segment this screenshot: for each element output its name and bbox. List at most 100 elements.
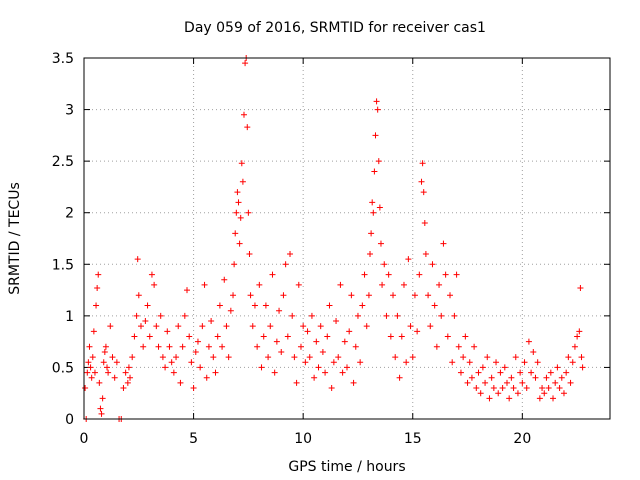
- data-point: [530, 348, 537, 355]
- data-point: [363, 323, 370, 330]
- data-point: [477, 390, 484, 397]
- data-point: [394, 312, 401, 319]
- x-tick-label: 15: [404, 431, 422, 447]
- data-point: [233, 209, 240, 216]
- data-point: [508, 374, 515, 381]
- axis-ticks: 0 0.5 1 1.5 2 2.5 3 3.5 0 5 10 15 20: [52, 51, 610, 447]
- data-point: [352, 343, 359, 350]
- data-point: [164, 328, 171, 335]
- x-tick-label: 20: [513, 431, 531, 447]
- data-point: [361, 271, 368, 278]
- data-point: [235, 199, 242, 206]
- data-point: [429, 261, 436, 268]
- data-point: [523, 385, 530, 392]
- data-point: [269, 271, 276, 278]
- data-point: [284, 333, 291, 340]
- data-point: [357, 359, 364, 366]
- data-point: [188, 359, 195, 366]
- data-point: [376, 204, 383, 211]
- data-point: [247, 292, 254, 299]
- data-point: [107, 323, 114, 330]
- data-point: [205, 343, 212, 350]
- data-point: [278, 348, 285, 355]
- data-point: [170, 369, 177, 376]
- data-point: [346, 328, 353, 335]
- data-point: [392, 354, 399, 361]
- data-point: [113, 359, 120, 366]
- data-point: [111, 374, 118, 381]
- data-point: [131, 333, 138, 340]
- data-point: [236, 240, 243, 247]
- chart-title: Day 059 of 2016, SRMTID for receiver cas…: [184, 20, 486, 36]
- data-point: [122, 369, 129, 376]
- data-point: [322, 369, 329, 376]
- data-point: [282, 261, 289, 268]
- data-point: [451, 312, 458, 319]
- data-point: [330, 359, 337, 366]
- data-point: [140, 343, 147, 350]
- data-point: [578, 354, 585, 361]
- data-point: [82, 385, 89, 392]
- data-point: [265, 354, 272, 361]
- data-point: [90, 328, 97, 335]
- data-point: [473, 385, 480, 392]
- data-point: [390, 292, 397, 299]
- data-point: [135, 292, 142, 299]
- x-tick-label: 10: [294, 431, 312, 447]
- data-point: [84, 369, 91, 376]
- data-point: [400, 281, 407, 288]
- data-point: [87, 364, 94, 371]
- data-point: [203, 374, 210, 381]
- data-point: [421, 220, 428, 227]
- data-point: [221, 276, 228, 283]
- data-point: [96, 379, 103, 386]
- data-point: [313, 338, 320, 345]
- data-point: [462, 333, 469, 340]
- y-tick-label: 3: [65, 103, 74, 119]
- data-point: [490, 385, 497, 392]
- data-point: [341, 338, 348, 345]
- data-point: [246, 250, 253, 257]
- data-point: [574, 333, 581, 340]
- data-point: [414, 328, 421, 335]
- data-point: [521, 359, 528, 366]
- data-point: [190, 385, 197, 392]
- data-point: [102, 343, 109, 350]
- x-tick-label: 0: [80, 431, 89, 447]
- data-point: [181, 312, 188, 319]
- data-point: [151, 281, 158, 288]
- y-tick-label: 2.5: [52, 154, 74, 170]
- data-point: [210, 354, 217, 361]
- data-point: [418, 178, 425, 185]
- data-point: [254, 343, 261, 350]
- data-point: [291, 354, 298, 361]
- data-point: [536, 395, 543, 402]
- data-point: [374, 106, 381, 113]
- data-point: [554, 364, 561, 371]
- data-point: [447, 292, 454, 299]
- data-point: [541, 390, 548, 397]
- data-point: [576, 328, 583, 335]
- data-point: [493, 359, 500, 366]
- data-point: [100, 359, 107, 366]
- data-point: [528, 369, 535, 376]
- data-point: [230, 292, 237, 299]
- data-point: [501, 364, 508, 371]
- data-point: [153, 323, 160, 330]
- y-tick-label: 1: [65, 309, 74, 325]
- y-tick-label: 2: [65, 206, 74, 222]
- data-point: [444, 333, 451, 340]
- data-point: [479, 364, 486, 371]
- data-point: [375, 158, 382, 165]
- data-point: [251, 302, 258, 309]
- data-point: [337, 281, 344, 288]
- data-point: [311, 374, 318, 381]
- data-point: [431, 302, 438, 309]
- data-point: [567, 379, 574, 386]
- data-point: [420, 189, 427, 196]
- data-point: [223, 323, 230, 330]
- data-point: [175, 323, 182, 330]
- data-point: [383, 312, 390, 319]
- data-point: [577, 285, 584, 292]
- data-point: [453, 271, 460, 278]
